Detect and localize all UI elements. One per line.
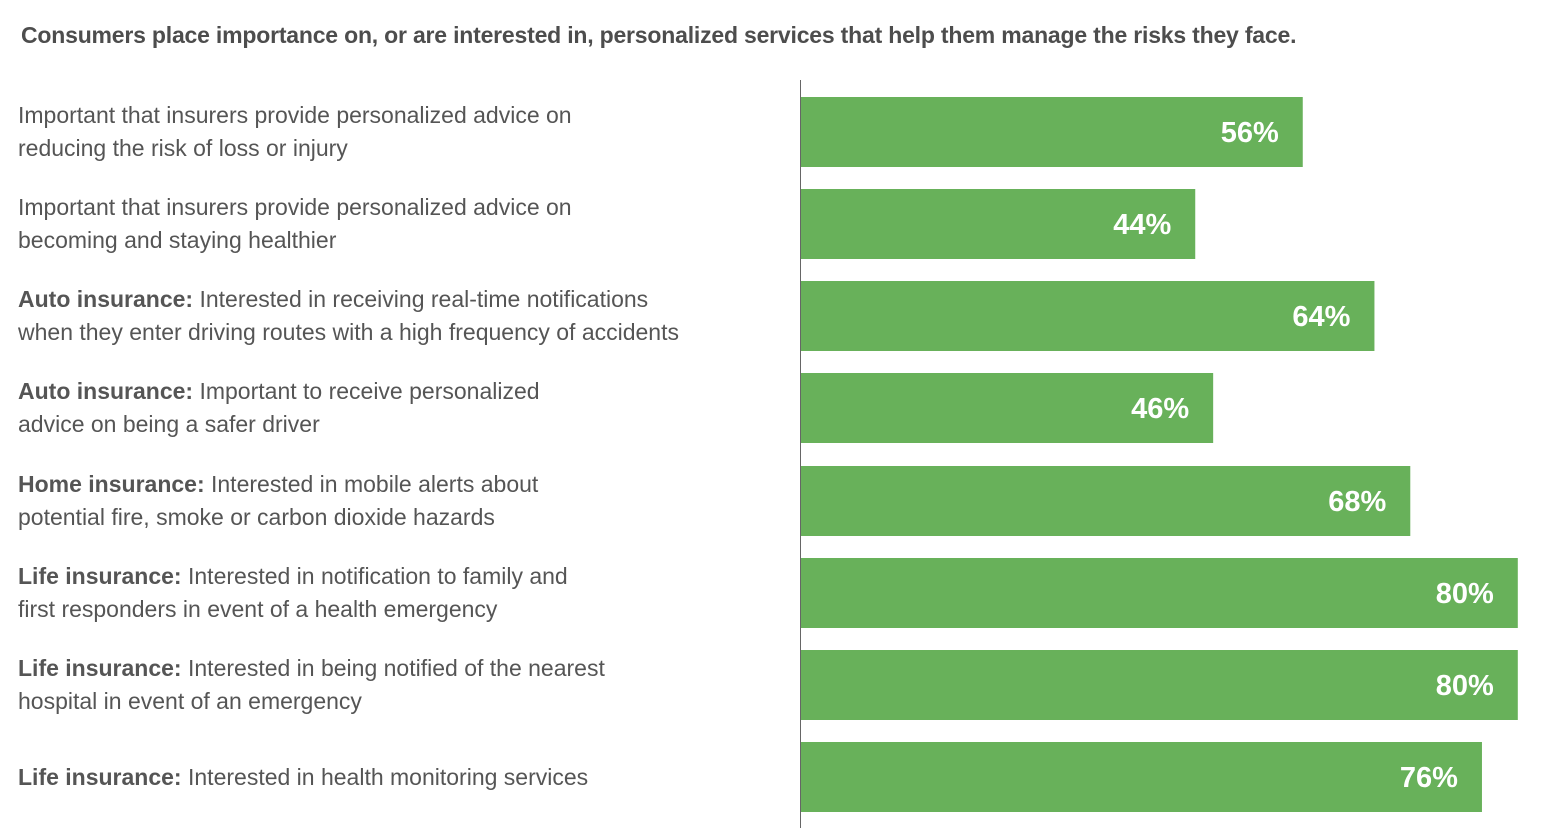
- bar-value-label: 76%: [1400, 762, 1458, 794]
- category-label-text: Interested in health monitoring services: [181, 763, 589, 790]
- chart-title: Consumers place importance on, or are in…: [21, 22, 1297, 48]
- bar: [801, 373, 1214, 443]
- category-label-text: Interested in being notified of the near…: [181, 655, 605, 681]
- category-label: Life insurance: Interested in being noti…: [18, 650, 783, 720]
- category-labels: Important that insurers provide personal…: [18, 97, 783, 812]
- category-label-prefix: Life insurance:: [18, 655, 182, 681]
- category-label: Home insurance: Interested in mobile ale…: [18, 466, 783, 536]
- category-label-line-1: Important that insurers provide personal…: [18, 99, 783, 132]
- category-label-prefix: Auto insurance:: [18, 286, 194, 312]
- bar: [801, 742, 1482, 812]
- category-label: Important that insurers provide personal…: [18, 189, 783, 259]
- bar: [801, 466, 1411, 536]
- bar-value-label: 56%: [1221, 117, 1279, 149]
- category-label-text: Important that insurers provide personal…: [18, 102, 572, 128]
- bar-value-label: 80%: [1436, 578, 1494, 610]
- category-label: Auto insurance: Important to receive per…: [18, 373, 783, 443]
- category-label-text: Interested in receiving real-time notifi…: [193, 286, 649, 312]
- category-label-line-1: Auto insurance: Important to receive per…: [18, 375, 783, 408]
- category-label-line-2: reducing the risk of loss or injury: [18, 135, 348, 161]
- category-label-text: Important to receive personalized: [193, 378, 540, 404]
- bar: [801, 97, 1303, 167]
- category-label-line-1: Life insurance: Interested in notificati…: [18, 560, 783, 593]
- category-label-line-2: hospital in event of an emergency: [18, 688, 362, 714]
- category-label-text: Interested in mobile alerts about: [204, 471, 539, 497]
- category-label-prefix: Auto insurance:: [18, 378, 194, 404]
- category-label-text: Important that insurers provide personal…: [18, 194, 572, 220]
- category-label: Life insurance: Interested in notificati…: [18, 558, 783, 628]
- bar-value-label: 64%: [1292, 301, 1350, 333]
- y-axis-line: [800, 80, 801, 828]
- category-label-line-1: Life insurance: Interested in being noti…: [18, 652, 783, 685]
- category-label-text: Interested in notification to family and: [181, 563, 568, 589]
- category-label-line-2: becoming and staying healthier: [18, 227, 337, 253]
- category-label-line-1: Life insurance: Interested in health mon…: [18, 761, 783, 794]
- category-label: Important that insurers provide personal…: [18, 97, 783, 167]
- bar: [801, 558, 1518, 628]
- bar-value-label: 80%: [1436, 670, 1494, 702]
- category-label-line-1: Auto insurance: Interested in receiving …: [18, 283, 783, 316]
- category-label-line-2: potential fire, smoke or carbon dioxide …: [18, 504, 495, 530]
- category-label-line-2: when they enter driving routes with a hi…: [18, 319, 679, 345]
- category-label: Auto insurance: Interested in receiving …: [18, 281, 783, 351]
- category-label-prefix: Life insurance:: [18, 563, 182, 589]
- bar-value-label: 44%: [1113, 209, 1171, 241]
- category-label-line-1: Home insurance: Interested in mobile ale…: [18, 468, 783, 501]
- bar-value-label: 46%: [1131, 393, 1189, 425]
- bar: [801, 281, 1375, 351]
- bar-value-label: 68%: [1328, 486, 1386, 518]
- category-label-prefix: Life insurance:: [18, 763, 182, 790]
- category-label-line-2: first responders in event of a health em…: [18, 596, 498, 622]
- bar: [801, 650, 1518, 720]
- category-label-line-1: Important that insurers provide personal…: [18, 191, 783, 224]
- category-label-prefix: Home insurance:: [18, 471, 205, 497]
- category-label: Life insurance: Interested in health mon…: [18, 742, 783, 812]
- category-label-line-2: advice on being a safer driver: [18, 411, 320, 437]
- bar: [801, 189, 1196, 259]
